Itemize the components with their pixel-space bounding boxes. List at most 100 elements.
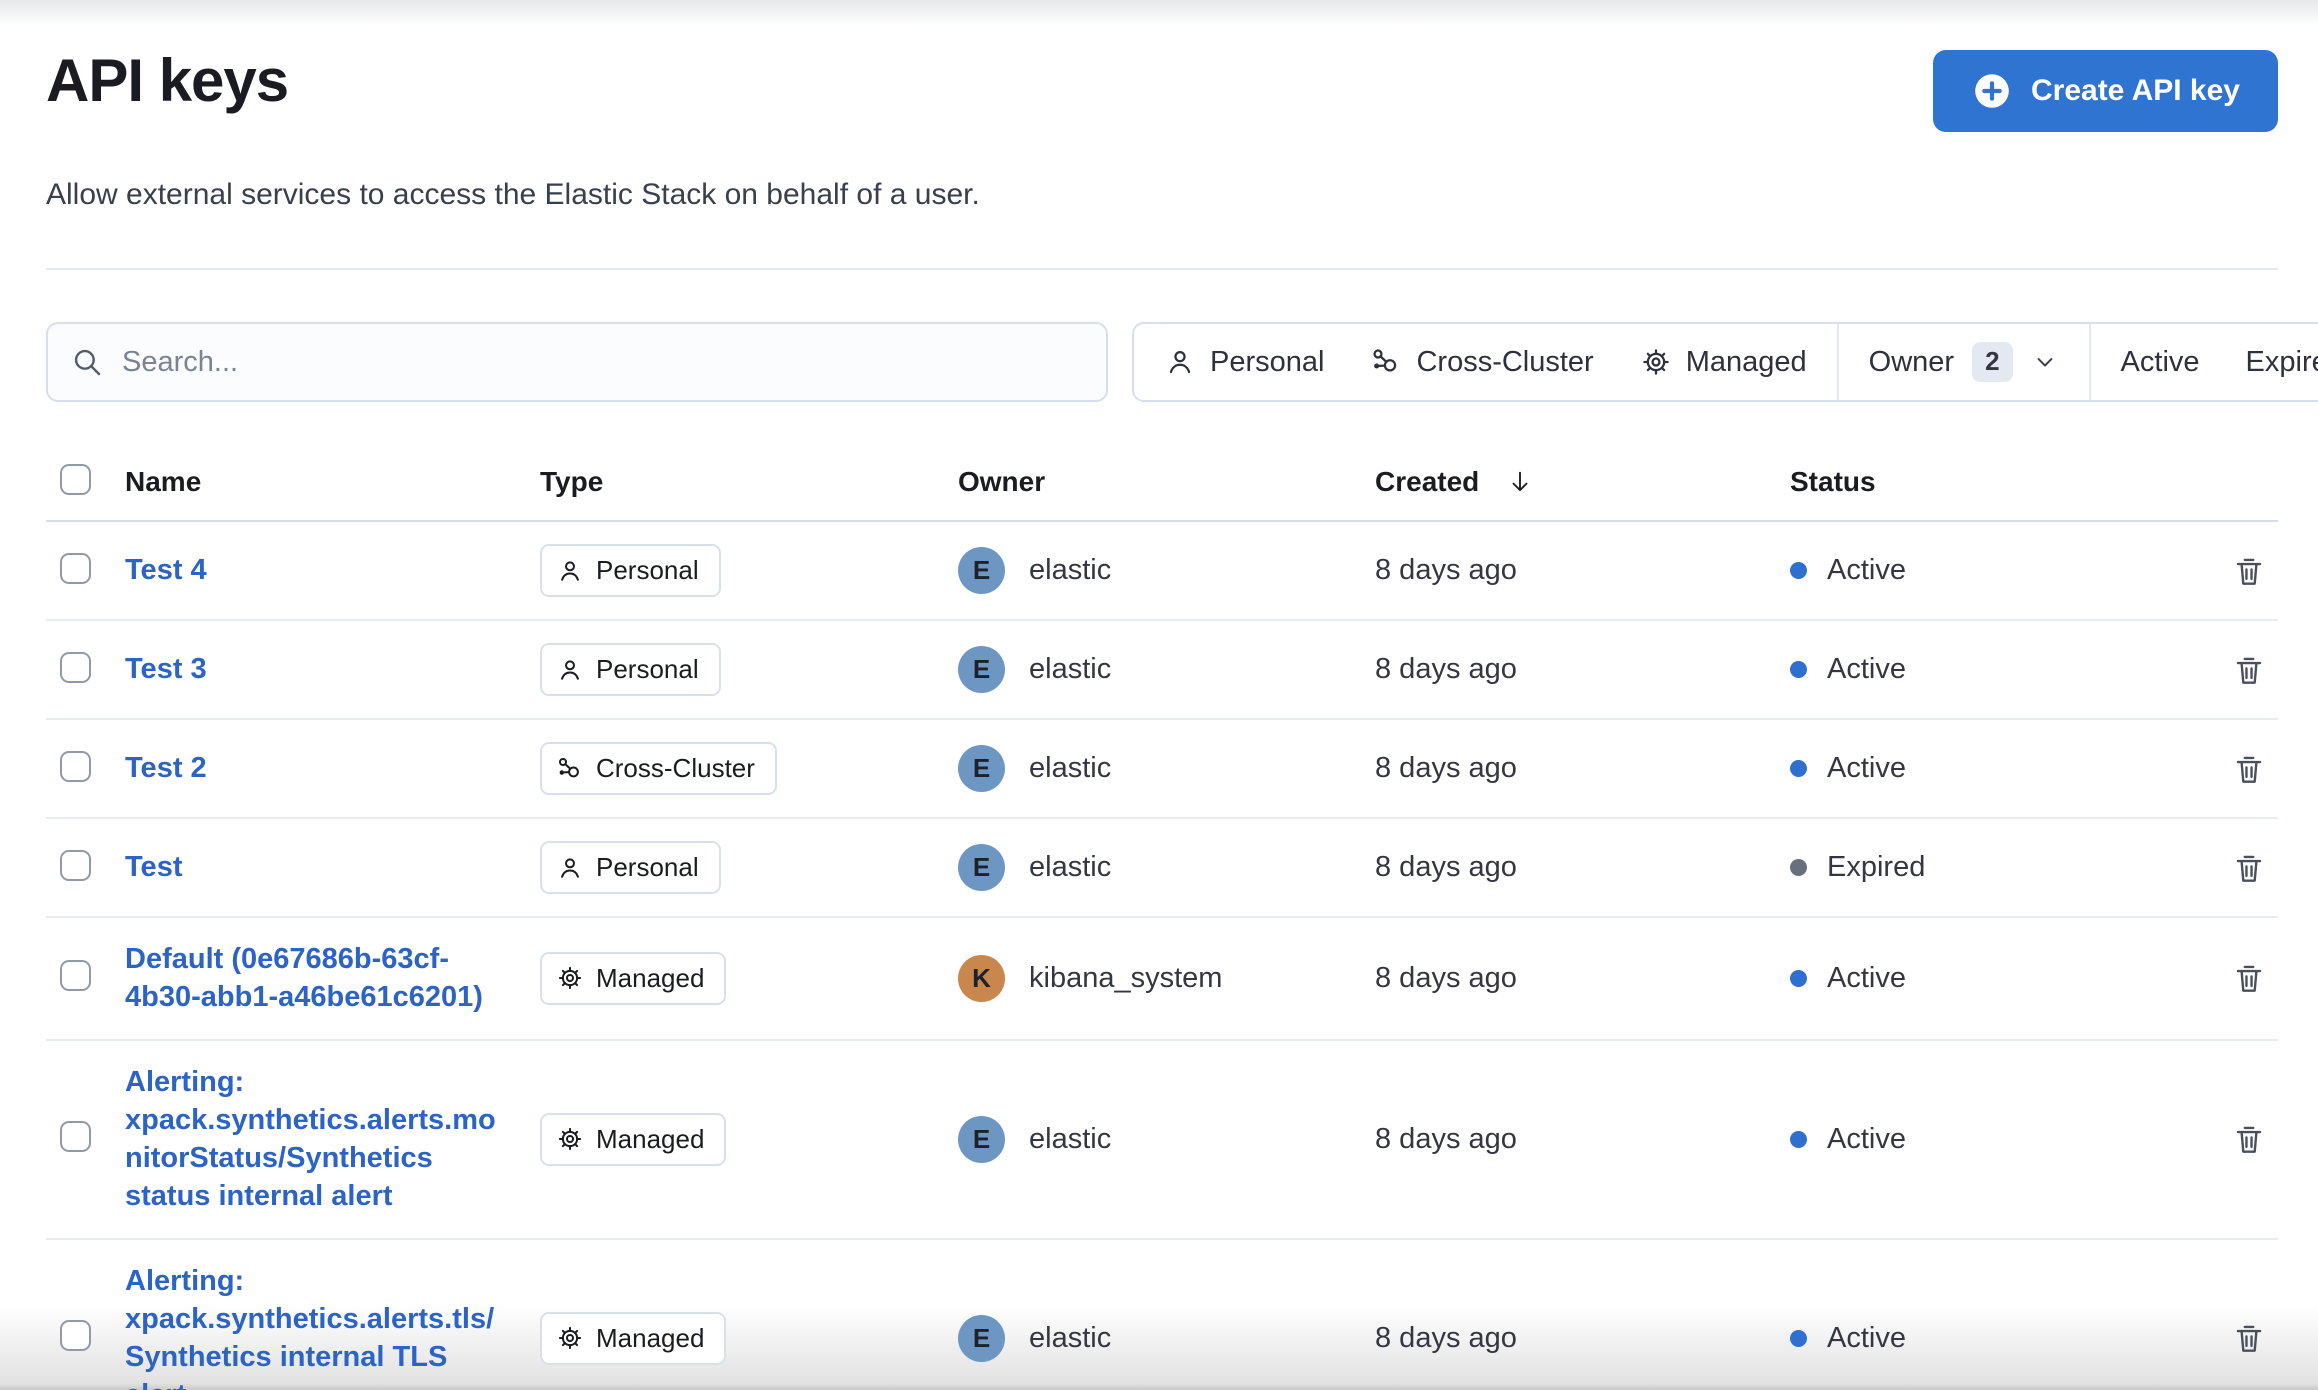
- api-keys-table: Name Type Owner Created Status Test 4 Pe…: [46, 450, 2278, 1390]
- column-header-type[interactable]: Type: [540, 466, 604, 497]
- avatar: K: [958, 954, 1005, 1002]
- column-header-name[interactable]: Name: [125, 466, 202, 497]
- column-header-created[interactable]: Created: [1370, 466, 1785, 498]
- delete-api-key-button[interactable]: [2230, 959, 2268, 997]
- owner-name: elastic: [1029, 1321, 1112, 1354]
- column-header-status[interactable]: Status: [1790, 466, 1876, 497]
- owner-name: elastic: [1029, 653, 1112, 685]
- page-subtitle: Allow external services to access the El…: [46, 178, 980, 211]
- gear-icon: [556, 964, 584, 992]
- filter-active-label: Active: [2120, 345, 2200, 378]
- search-icon: [70, 345, 104, 379]
- row-checkbox[interactable]: [60, 1320, 91, 1352]
- trash-icon: [2230, 750, 2268, 788]
- api-key-name-link[interactable]: Test 4: [125, 554, 207, 587]
- create-api-key-button[interactable]: Create API key: [1932, 50, 2278, 132]
- filter-cross-cluster-label: Cross-Cluster: [1416, 345, 1594, 378]
- person-icon: [1164, 346, 1196, 378]
- owner-name: elastic: [1029, 1122, 1112, 1155]
- avatar: E: [958, 1314, 1005, 1362]
- filter-bar: Personal Cross-Cluster Managed Owner 2: [1132, 322, 2318, 402]
- owner-filter-label: Owner: [1868, 345, 1955, 378]
- type-badge-label: Cross-Cluster: [596, 753, 755, 783]
- delete-api-key-button[interactable]: [2230, 849, 2268, 887]
- type-badge: Personal: [540, 643, 721, 696]
- avatar: E: [958, 844, 1005, 891]
- type-badge: Managed: [540, 951, 727, 1005]
- row-checkbox[interactable]: [60, 1121, 91, 1153]
- filter-expired-label: Expired: [2245, 345, 2318, 378]
- column-header-owner[interactable]: Owner: [958, 466, 1046, 497]
- delete-api-key-button[interactable]: [2230, 1319, 2268, 1357]
- table-header-row: Name Type Owner Created Status: [46, 450, 2278, 522]
- status-label: Expired: [1827, 851, 1926, 883]
- filter-expired[interactable]: Expired: [2246, 346, 2318, 379]
- created-cell: 8 days ago: [1375, 752, 1517, 784]
- status-label: Active: [1827, 752, 1906, 784]
- api-key-name-link[interactable]: Test 2: [125, 752, 207, 785]
- filter-cross-cluster[interactable]: Cross-Cluster: [1370, 345, 1594, 379]
- filter-owner[interactable]: Owner 2: [1839, 324, 2089, 400]
- status-cell: Active: [1785, 1123, 2165, 1156]
- trash-icon: [2230, 1319, 2268, 1357]
- row-checkbox[interactable]: [60, 750, 91, 782]
- delete-api-key-button[interactable]: [2230, 750, 2268, 788]
- type-badge: Personal: [540, 544, 721, 597]
- status-cell: Active: [1785, 962, 2165, 995]
- avatar: E: [958, 745, 1005, 792]
- api-key-name-link[interactable]: Test 3: [125, 653, 207, 686]
- status-dot: [1790, 760, 1807, 777]
- status-dot: [1790, 859, 1807, 876]
- owner-name: kibana_system: [1029, 961, 1223, 994]
- row-checkbox[interactable]: [60, 960, 91, 992]
- api-key-name-link[interactable]: Alerting: xpack.synthetics.alerts.tls/Sy…: [125, 1264, 495, 1390]
- delete-api-key-button[interactable]: [2230, 1120, 2268, 1158]
- type-badge-label: Personal: [596, 852, 699, 882]
- filter-managed-label: Managed: [1685, 345, 1807, 378]
- api-key-name-link[interactable]: Default (0e67686b-63cf-4b30-abb1-a46be61…: [125, 943, 483, 1014]
- status-cell: Active: [1785, 1322, 2165, 1355]
- filter-personal-label: Personal: [1210, 345, 1325, 378]
- status-dot: [1790, 661, 1807, 678]
- filter-managed[interactable]: Managed: [1640, 346, 1807, 379]
- select-all-checkbox[interactable]: [60, 464, 91, 495]
- avatar: E: [958, 1115, 1005, 1163]
- row-checkbox[interactable]: [60, 849, 91, 881]
- created-cell: 8 days ago: [1375, 1122, 1517, 1155]
- table-row: Alerting: xpack.synthetics.alerts.tls/Sy…: [46, 1240, 2278, 1390]
- status-label: Active: [1827, 653, 1906, 685]
- filter-divider: [1836, 324, 1839, 400]
- owner-name: elastic: [1029, 554, 1112, 586]
- delete-api-key-button[interactable]: [2230, 552, 2268, 590]
- trash-icon: [2230, 959, 2268, 997]
- status-cell: Active: [1785, 752, 2165, 785]
- row-checkbox[interactable]: [60, 552, 91, 584]
- search-input[interactable]: [122, 345, 1084, 379]
- type-badge-label: Managed: [596, 1322, 705, 1353]
- row-checkbox[interactable]: [60, 651, 91, 683]
- trash-icon: [2230, 552, 2268, 590]
- delete-api-key-button[interactable]: [2230, 651, 2268, 689]
- type-badge: Personal: [540, 841, 721, 894]
- type-badge-label: Personal: [596, 555, 699, 585]
- owner-name: elastic: [1029, 851, 1112, 883]
- person-icon: [556, 854, 584, 882]
- search-box[interactable]: [46, 322, 1108, 402]
- person-icon: [556, 557, 584, 585]
- type-badge: Managed: [540, 1112, 727, 1166]
- avatar: E: [958, 547, 1005, 594]
- api-key-name-link[interactable]: Alerting: xpack.synthetics.alerts.monito…: [125, 1065, 496, 1213]
- page-title: API keys: [46, 47, 289, 114]
- type-badge: Cross-Cluster: [540, 742, 777, 795]
- page-header: API keys Create API key: [46, 46, 2278, 132]
- cluster-icon: [556, 755, 584, 783]
- filter-personal[interactable]: Personal: [1164, 346, 1324, 379]
- api-key-name-link[interactable]: Test: [125, 851, 183, 884]
- column-header-created-label: Created: [1375, 466, 1480, 497]
- sort-descending-icon: [1505, 467, 1535, 497]
- trash-icon: [2230, 651, 2268, 689]
- filter-active[interactable]: Active: [2121, 346, 2200, 379]
- status-dot: [1790, 1329, 1807, 1347]
